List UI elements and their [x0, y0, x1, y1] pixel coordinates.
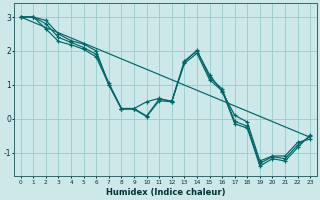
X-axis label: Humidex (Indice chaleur): Humidex (Indice chaleur) — [106, 188, 225, 197]
